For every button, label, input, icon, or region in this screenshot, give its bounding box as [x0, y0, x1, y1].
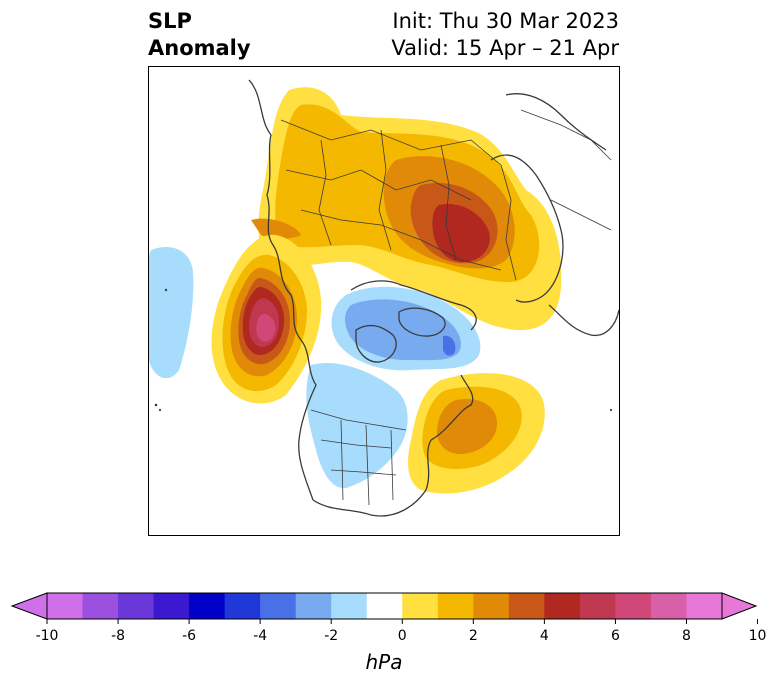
contour-7hpa-ak — [256, 313, 276, 342]
europe-north-coast — [505, 93, 607, 151]
colorbar-bin — [47, 593, 84, 619]
colorbar-bin — [473, 593, 510, 619]
border-line-4 — [318, 139, 332, 246]
state-line-5 — [390, 429, 394, 501]
colorbar-bin — [615, 593, 652, 619]
colorbar-frame — [46, 592, 723, 620]
border-line-1 — [280, 119, 502, 166]
colorbar-tick-label: -10 — [35, 628, 59, 644]
border-line-7 — [500, 164, 517, 281]
borders — [280, 109, 612, 506]
na-west-coastline — [298, 339, 317, 501]
na-east-coastline — [430, 374, 474, 441]
arctic-low-contours — [331, 286, 481, 371]
title-line-2: Anomaly — [148, 36, 251, 60]
forecast-dates: Init: Thu 30 Mar 2023 Valid: 15 Apr – 21… — [300, 8, 619, 62]
greenland-coast — [398, 307, 446, 337]
island-dot — [164, 288, 168, 292]
state-line-1 — [320, 439, 392, 449]
title-line-1: SLP — [148, 9, 192, 33]
border-line-5 — [378, 129, 392, 251]
colorbar-bin — [366, 593, 403, 619]
siberia-high-contours — [251, 87, 562, 330]
border-line-3 — [300, 209, 502, 271]
island-dot — [154, 403, 158, 407]
europe-coastline — [490, 154, 564, 303]
colorbar-tick-label: 2 — [468, 628, 478, 644]
africa-coast — [548, 304, 619, 337]
colorbar-bin — [331, 593, 368, 619]
mapped-islands — [154, 288, 613, 412]
border-line-8 — [520, 109, 612, 161]
colorbar-unit-label: hPa — [365, 650, 403, 674]
us-canada-border — [310, 409, 407, 431]
colorbar-tick-label: 10 — [748, 628, 767, 644]
colorbar-bin — [295, 593, 332, 619]
valid-range: Valid: 15 Apr – 21 Apr — [391, 36, 619, 60]
arctic-coastline — [350, 280, 477, 331]
state-line-3 — [340, 419, 344, 501]
contour-minus2hpa-arc — [345, 299, 461, 361]
colorbar-bin — [402, 593, 439, 619]
arctic-islands — [355, 324, 397, 363]
colorbar-bin — [82, 593, 119, 619]
pacific-low-contour — [149, 246, 194, 379]
contour-3hpa-west — [251, 218, 301, 239]
init-date: Init: Thu 30 Mar 2023 — [392, 9, 619, 33]
colorbar-tick-label: 6 — [610, 628, 620, 644]
colorbar-tick-label: -4 — [253, 628, 268, 644]
colorbar-tick-label: -2 — [324, 628, 339, 644]
border-line-6 — [440, 144, 457, 261]
colorbar-bin — [260, 593, 297, 619]
border-line-2 — [285, 169, 472, 201]
colorbar-bin — [189, 593, 226, 619]
colorbar-bin — [544, 593, 581, 619]
border-line-9 — [550, 199, 612, 231]
alaska-high-contours — [211, 234, 322, 404]
colorbar-bin — [437, 593, 474, 619]
colorbar-bin — [153, 593, 190, 619]
colorbar-bin — [508, 593, 545, 619]
na-low-contour — [306, 362, 408, 489]
colorbar-tick-label: -8 — [111, 628, 126, 644]
colorbar — [10, 592, 758, 624]
colorbar-tick-label: 4 — [539, 628, 549, 644]
state-line-2 — [330, 469, 397, 476]
colorbar-tick-label: 0 — [397, 628, 407, 644]
contour-minus3hpa-arc — [443, 335, 456, 356]
colorbar-bin — [579, 593, 616, 619]
map-title: SLP Anomaly — [148, 8, 348, 62]
colorbar-tick-label: 8 — [682, 628, 691, 644]
na-south-coastline — [312, 439, 432, 517]
island-dot — [158, 408, 162, 412]
island-dot — [609, 408, 613, 412]
colorbar-under-arrow — [10, 592, 48, 620]
colorbar-bin — [118, 593, 155, 619]
state-line-4 — [365, 424, 370, 506]
colorbar-bin — [686, 593, 723, 619]
asia-coastline — [248, 79, 302, 341]
colorbar-bin — [650, 593, 687, 619]
atlantic-high-contours — [408, 373, 545, 494]
colorbar-tick-label: -6 — [182, 628, 197, 644]
anomaly-map — [148, 66, 620, 536]
contour-3hpa-atl — [437, 399, 498, 455]
colorbar-over-arrow — [721, 592, 758, 620]
colorbar-bin — [224, 593, 261, 619]
